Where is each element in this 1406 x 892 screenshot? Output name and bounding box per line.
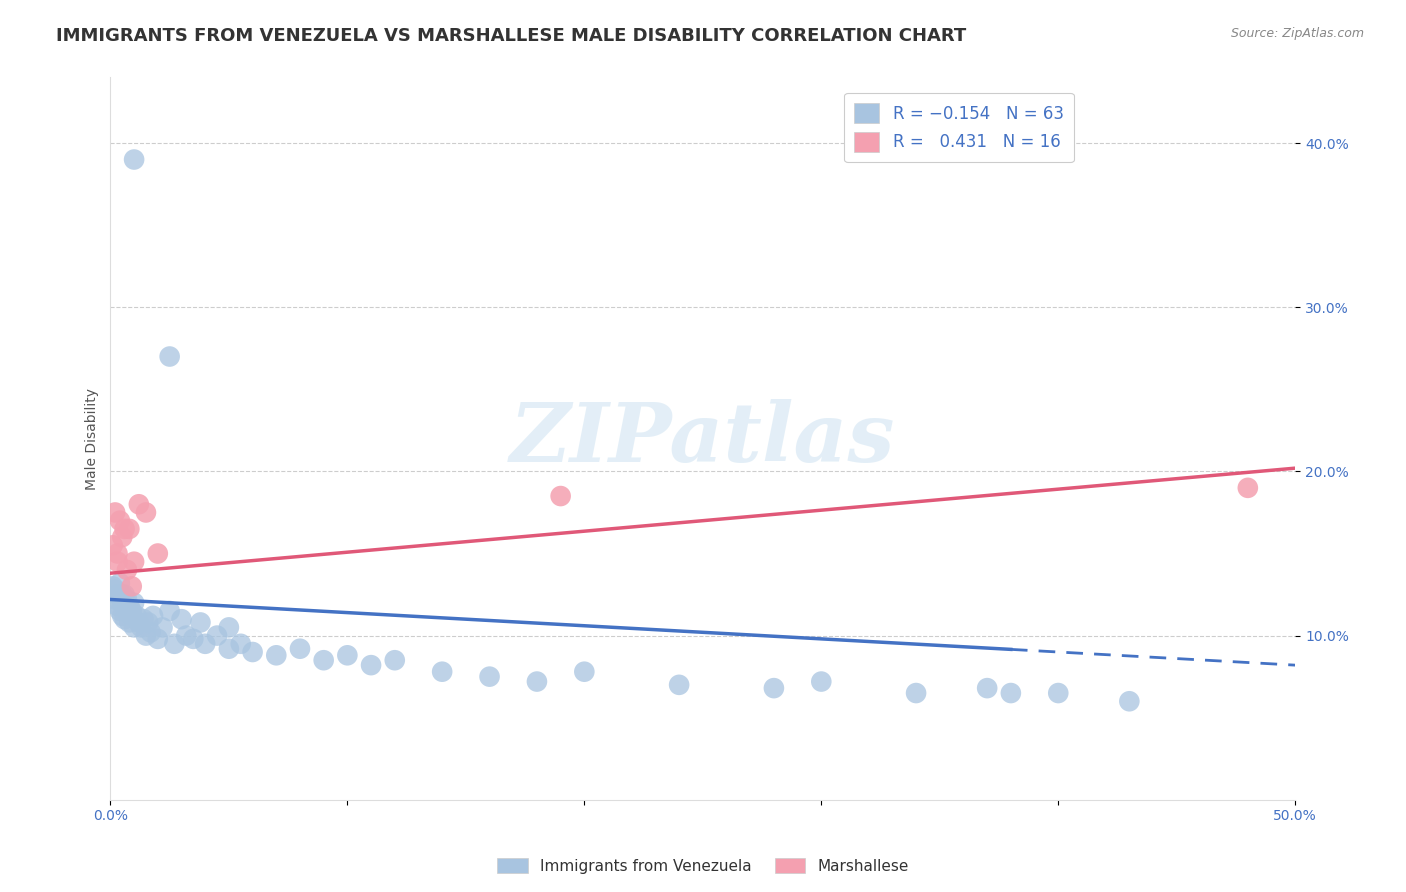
Point <box>163 637 186 651</box>
Point <box>125 608 148 623</box>
Point <box>135 629 157 643</box>
Text: IMMIGRANTS FROM VENEZUELA VS MARSHALLESE MALE DISABILITY CORRELATION CHART: IMMIGRANTS FROM VENEZUELA VS MARSHALLESE… <box>56 27 966 45</box>
Point <box>218 641 240 656</box>
Point <box>121 604 143 618</box>
Point <box>101 538 124 552</box>
Point <box>132 612 155 626</box>
Y-axis label: Male Disability: Male Disability <box>86 388 100 490</box>
Point <box>114 599 136 613</box>
Point <box>478 670 501 684</box>
Point <box>266 648 288 663</box>
Point <box>159 604 181 618</box>
Point <box>122 620 145 634</box>
Point <box>107 547 129 561</box>
Point <box>905 686 928 700</box>
Point <box>1237 481 1260 495</box>
Point <box>159 350 181 364</box>
Point <box>128 615 150 630</box>
Point <box>810 674 832 689</box>
Point <box>229 637 252 651</box>
Point <box>174 629 197 643</box>
Point <box>1047 686 1070 700</box>
Point <box>135 506 157 520</box>
Point <box>762 681 785 695</box>
Point <box>360 658 382 673</box>
Point <box>118 599 141 613</box>
Point <box>128 497 150 511</box>
Point <box>146 547 169 561</box>
Point <box>146 632 169 646</box>
Point <box>430 665 453 679</box>
Point <box>384 653 406 667</box>
Text: Source: ZipAtlas.com: Source: ZipAtlas.com <box>1230 27 1364 40</box>
Point <box>288 641 311 656</box>
Point <box>550 489 572 503</box>
Point <box>976 681 998 695</box>
Point <box>114 522 136 536</box>
Legend: Immigrants from Venezuela, Marshallese: Immigrants from Venezuela, Marshallese <box>491 852 915 880</box>
Point <box>111 588 134 602</box>
Point <box>122 153 145 167</box>
Point <box>108 514 131 528</box>
Point <box>115 604 138 618</box>
Point <box>118 522 141 536</box>
Point <box>336 648 359 663</box>
Point <box>118 615 141 630</box>
Point <box>108 604 131 618</box>
Point <box>574 665 596 679</box>
Point <box>121 608 143 623</box>
Point <box>108 576 131 591</box>
Point <box>107 555 129 569</box>
Point <box>114 612 136 626</box>
Point <box>190 615 212 630</box>
Point <box>170 612 193 626</box>
Point <box>142 608 165 623</box>
Point <box>122 596 145 610</box>
Legend: R = −0.154   N = 63, R =   0.431   N = 16: R = −0.154 N = 63, R = 0.431 N = 16 <box>844 93 1074 162</box>
Point <box>111 596 134 610</box>
Point <box>668 678 690 692</box>
Point <box>115 563 138 577</box>
Point <box>183 632 205 646</box>
Point <box>1118 694 1140 708</box>
Point <box>101 579 124 593</box>
Point <box>104 506 127 520</box>
Point <box>111 530 134 544</box>
Point <box>121 579 143 593</box>
Point <box>114 588 136 602</box>
Point <box>107 588 129 602</box>
Point <box>104 582 127 597</box>
Point <box>218 620 240 634</box>
Point <box>152 620 174 634</box>
Point <box>129 620 152 634</box>
Point <box>312 653 335 667</box>
Point <box>122 555 145 569</box>
Point <box>139 625 162 640</box>
Point <box>107 599 129 613</box>
Point <box>205 629 228 643</box>
Point <box>242 645 264 659</box>
Point <box>194 637 217 651</box>
Point <box>115 592 138 607</box>
Point <box>136 615 159 630</box>
Point <box>111 608 134 623</box>
Point <box>526 674 548 689</box>
Point <box>104 592 127 607</box>
Text: ZIPatlas: ZIPatlas <box>510 399 896 479</box>
Point <box>1000 686 1022 700</box>
